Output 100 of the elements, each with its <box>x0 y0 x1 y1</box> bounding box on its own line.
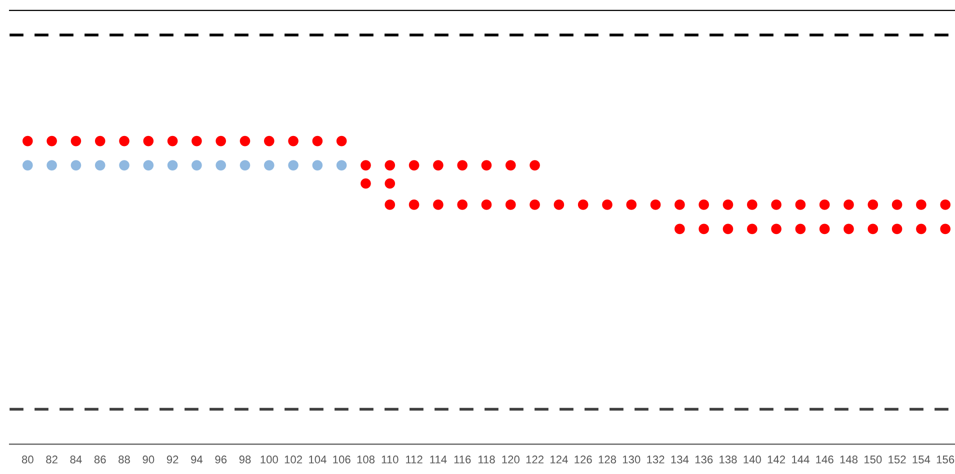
point <box>868 200 878 210</box>
point <box>626 200 637 210</box>
x-tick-label: 136 <box>695 456 713 464</box>
x-tick-label: 86 <box>94 456 106 464</box>
x-tick-label: 98 <box>239 456 251 464</box>
point <box>530 160 540 170</box>
point <box>698 224 709 234</box>
point <box>578 200 588 210</box>
point <box>167 160 178 170</box>
x-tick-label: 134 <box>671 456 689 464</box>
point <box>22 136 33 146</box>
point <box>698 200 709 210</box>
x-tick-label: 102 <box>284 456 302 464</box>
x-tick-label: 146 <box>816 456 834 464</box>
point <box>312 136 323 146</box>
x-tick-label: 144 <box>792 456 810 464</box>
point <box>916 200 926 210</box>
point <box>433 200 444 210</box>
point <box>192 136 202 146</box>
point <box>795 200 806 210</box>
point <box>46 160 57 170</box>
point <box>771 224 782 234</box>
x-tick-label: 118 <box>478 456 495 464</box>
point <box>288 160 298 170</box>
x-tick-label: 150 <box>864 456 882 464</box>
point <box>384 200 396 210</box>
point <box>70 136 82 146</box>
point <box>722 224 734 234</box>
x-tick-label: 152 <box>888 456 906 464</box>
x-tick-label: 100 <box>260 456 278 464</box>
point <box>674 200 685 210</box>
point <box>384 178 396 189</box>
point <box>940 224 950 234</box>
x-tick-label: 82 <box>46 456 58 464</box>
x-tick-label: 122 <box>526 456 544 464</box>
point <box>530 200 540 210</box>
x-tick-label: 156 <box>936 456 954 464</box>
point <box>119 136 130 146</box>
x-tick-label: 128 <box>598 456 616 464</box>
point <box>264 136 274 146</box>
x-tick-label: 88 <box>118 456 130 464</box>
point <box>819 200 830 210</box>
point <box>288 136 298 146</box>
x-tick-label: 80 <box>22 456 34 464</box>
x-tick-label: 106 <box>333 456 350 464</box>
point <box>746 200 758 210</box>
x-tick-label: 84 <box>70 456 82 464</box>
point <box>457 200 468 210</box>
point <box>408 200 420 210</box>
x-tick-label: 124 <box>550 456 568 464</box>
point <box>722 200 734 210</box>
x-tick-label: 110 <box>382 456 398 464</box>
point <box>746 224 758 234</box>
point <box>384 160 396 170</box>
x-tick-label: 142 <box>768 456 786 464</box>
point <box>167 136 178 146</box>
point <box>22 160 33 170</box>
point <box>892 200 902 210</box>
point <box>336 160 347 170</box>
point <box>216 160 226 170</box>
point <box>46 136 57 146</box>
point <box>819 224 830 234</box>
x-tick-label: 112 <box>406 456 422 464</box>
x-tick-label: 116 <box>454 456 471 464</box>
point <box>336 136 347 146</box>
point <box>844 224 854 234</box>
point <box>70 160 82 170</box>
point <box>674 224 685 234</box>
point <box>457 160 468 170</box>
point <box>143 160 154 170</box>
point <box>119 160 130 170</box>
point <box>554 200 564 210</box>
point <box>216 136 226 146</box>
point <box>481 200 492 210</box>
x-tick-label: 132 <box>647 456 664 464</box>
point <box>433 160 444 170</box>
point <box>94 136 106 146</box>
point <box>240 160 250 170</box>
point <box>506 160 516 170</box>
point <box>94 160 106 170</box>
point <box>360 160 371 170</box>
point <box>844 200 854 210</box>
x-tick-label: 120 <box>502 456 520 464</box>
point <box>360 178 371 189</box>
x-tick-label: 140 <box>744 456 761 464</box>
x-tick-label: 148 <box>840 456 858 464</box>
x-tick-label: 130 <box>622 456 640 464</box>
point <box>240 136 250 146</box>
point <box>602 200 612 210</box>
x-tick-label: 108 <box>357 456 375 464</box>
x-tick-label: 96 <box>215 456 227 464</box>
point <box>795 224 806 234</box>
point <box>771 200 782 210</box>
point <box>312 160 323 170</box>
point <box>264 160 274 170</box>
point <box>192 160 202 170</box>
point <box>892 224 902 234</box>
point <box>481 160 492 170</box>
x-tick-label: 154 <box>912 456 930 464</box>
x-tick-label: 104 <box>309 456 326 464</box>
